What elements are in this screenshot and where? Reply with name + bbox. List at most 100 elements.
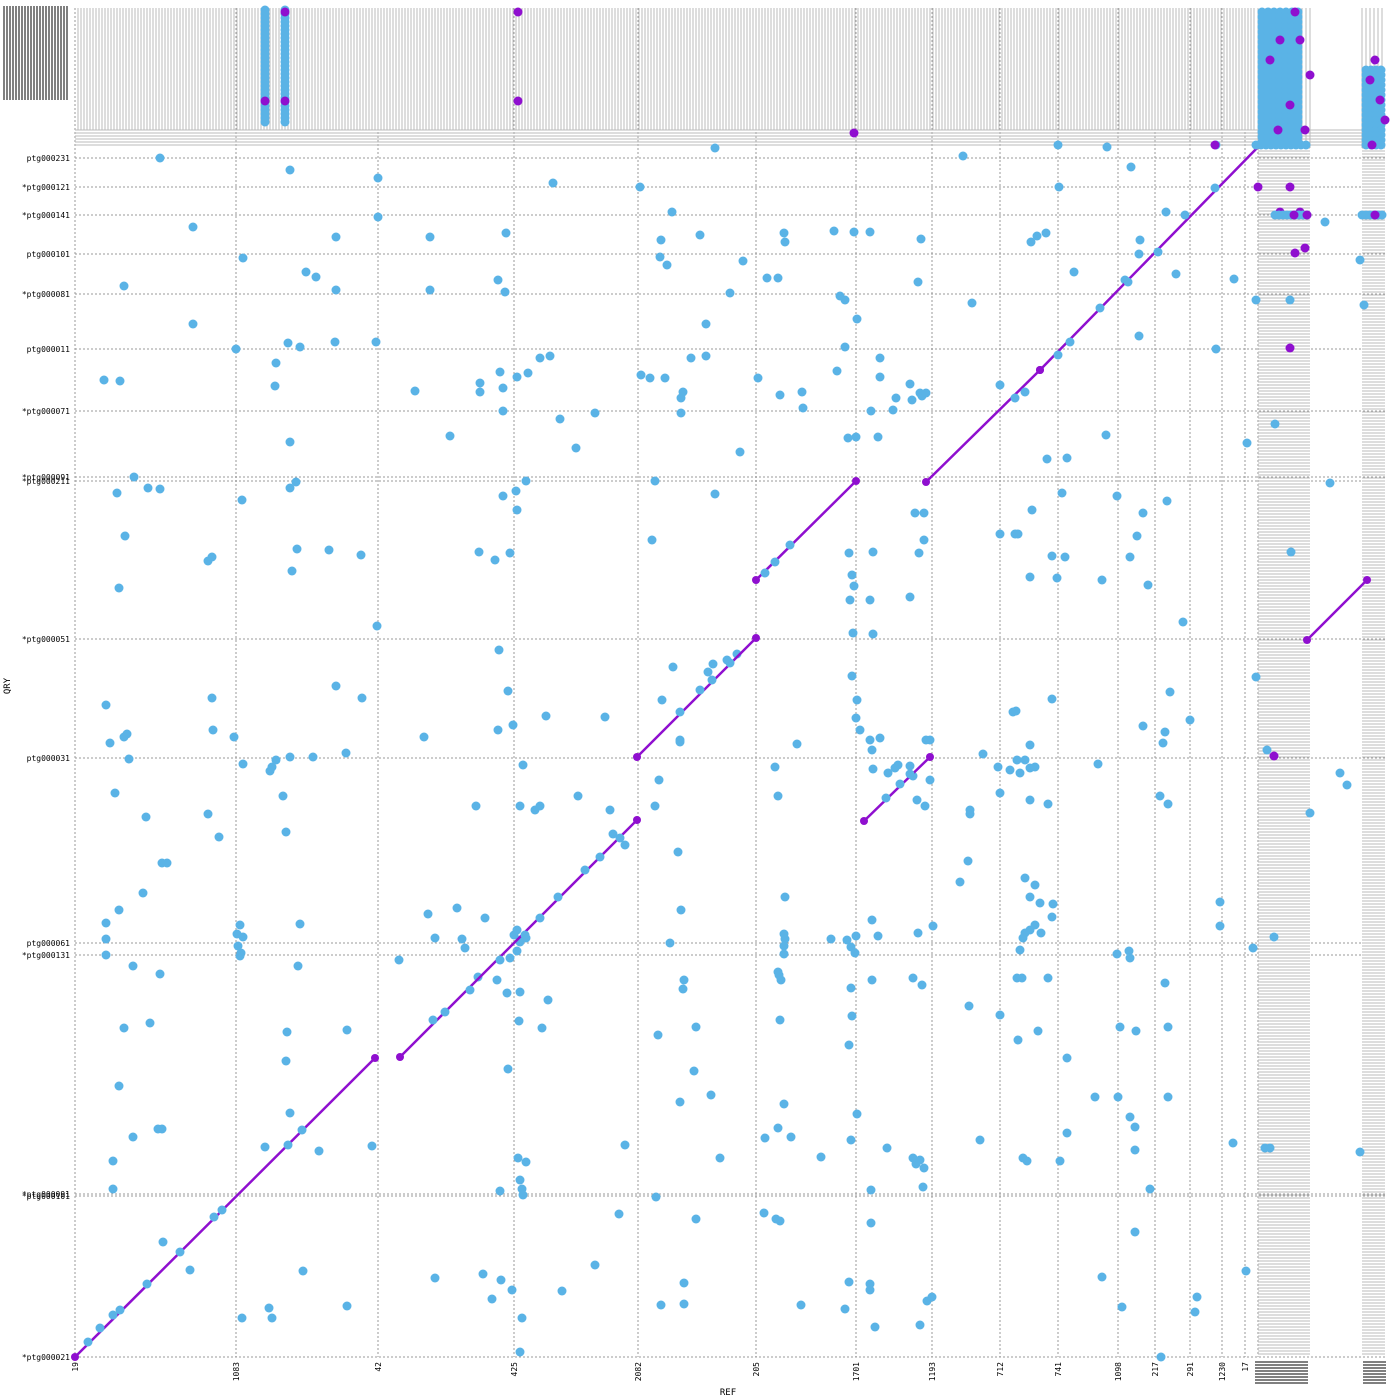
reverse-point <box>614 1209 624 1219</box>
reverse-point <box>1130 1122 1140 1132</box>
reverse-point <box>1008 707 1018 717</box>
reverse-point <box>430 933 440 943</box>
reverse-point <box>553 892 563 902</box>
reverse-point <box>158 1237 168 1247</box>
reverse-point <box>691 1214 701 1224</box>
forward-point <box>280 7 290 17</box>
reverse-point <box>373 173 383 183</box>
reverse-point <box>101 918 111 928</box>
forward-point <box>1300 125 1310 135</box>
forward-segment <box>755 480 857 581</box>
reverse-point <box>1269 932 1279 942</box>
reverse-point <box>214 832 224 842</box>
reverse-point <box>452 903 462 913</box>
reverse-point <box>679 1278 689 1288</box>
reverse-point <box>1130 1227 1140 1237</box>
reverse-point <box>770 557 780 567</box>
forward-point <box>1295 35 1305 45</box>
reverse-point <box>457 934 467 944</box>
reverse-point <box>492 975 502 985</box>
reverse-point <box>773 1123 783 1133</box>
reverse-point <box>686 353 696 363</box>
reverse-point <box>1248 943 1258 953</box>
reverse-point <box>866 1218 876 1228</box>
reverse-point <box>1210 183 1220 193</box>
reverse-point <box>1215 897 1225 907</box>
reverse-point <box>115 376 125 386</box>
reverse-point <box>1178 617 1188 627</box>
reverse-point <box>1192 1292 1202 1302</box>
reverse-point <box>913 277 923 287</box>
reverse-point <box>342 1301 352 1311</box>
reverse-point <box>779 949 789 959</box>
x-tick-label: 2082 <box>634 1362 643 1381</box>
forward-point <box>752 576 760 584</box>
reverse-point <box>1342 780 1352 790</box>
reverse-point <box>1325 478 1335 488</box>
forward-point <box>1302 210 1312 220</box>
reverse-point <box>283 338 293 348</box>
reverse-point <box>1143 580 1153 590</box>
reverse-point <box>1095 303 1105 313</box>
reverse-point <box>1132 531 1142 541</box>
reverse-point <box>298 1266 308 1276</box>
reverse-point <box>155 969 165 979</box>
reverse-point <box>915 1155 925 1165</box>
reverse-point <box>708 659 718 669</box>
reverse-point <box>882 1143 892 1153</box>
reverse-point <box>512 372 522 382</box>
y-tick-label: *ptg000071 <box>22 407 70 416</box>
reverse-point <box>1069 267 1079 277</box>
reverse-point <box>110 788 120 798</box>
x-tick-label: 1098 <box>1114 1362 1123 1381</box>
reverse-point <box>865 595 875 605</box>
reverse-point <box>760 568 770 578</box>
grid-lines <box>74 8 1385 1358</box>
reverse-point <box>535 913 545 923</box>
forward-point <box>1265 55 1275 65</box>
reverse-point <box>850 948 860 958</box>
reverse-point <box>920 801 930 811</box>
reverse-point <box>1015 768 1025 778</box>
y-tick-label: *ptg000121 <box>22 183 70 192</box>
reverse-point <box>285 752 295 762</box>
reverse-point <box>1125 953 1135 963</box>
y-tick-label: ptg000061 <box>27 939 71 948</box>
reverse-point <box>1161 207 1171 217</box>
reverse-point <box>842 935 852 945</box>
reverse-point <box>844 1040 854 1050</box>
reverse-point <box>120 531 130 541</box>
forward-point <box>1210 140 1220 150</box>
reverse-point <box>775 1015 785 1025</box>
reverse-point <box>963 856 973 866</box>
y-tick-label: ptg000031 <box>27 754 71 763</box>
reverse-point <box>1215 921 1225 931</box>
reverse-point <box>1017 973 1027 983</box>
reverse-point <box>394 955 404 965</box>
reverse-point <box>921 388 931 398</box>
forward-point <box>1036 366 1044 374</box>
reverse-point <box>1052 573 1062 583</box>
reverse-point <box>341 748 351 758</box>
reverse-point <box>867 915 877 925</box>
reverse-point <box>440 1007 450 1017</box>
reverse-point <box>590 408 600 418</box>
reverse-point <box>919 508 929 518</box>
reverse-point <box>759 1208 769 1218</box>
reverse-point <box>995 1010 1005 1020</box>
reverse-point <box>845 595 855 605</box>
reverse-point <box>119 1023 129 1033</box>
reverse-point <box>868 629 878 639</box>
x-tick-label: 1193 <box>928 1362 937 1381</box>
reverse-point <box>773 273 783 283</box>
reverse-point <box>995 380 1005 390</box>
reverse-point <box>918 1182 928 1192</box>
reverse-point <box>1022 1156 1032 1166</box>
reverse-point <box>278 791 288 801</box>
reverse-point <box>1015 945 1025 955</box>
reverse-point <box>495 1186 505 1196</box>
reverse-point <box>112 488 122 498</box>
reverse-point <box>267 1313 277 1323</box>
reverse-point <box>1030 920 1040 930</box>
reverse-point <box>297 1125 307 1135</box>
